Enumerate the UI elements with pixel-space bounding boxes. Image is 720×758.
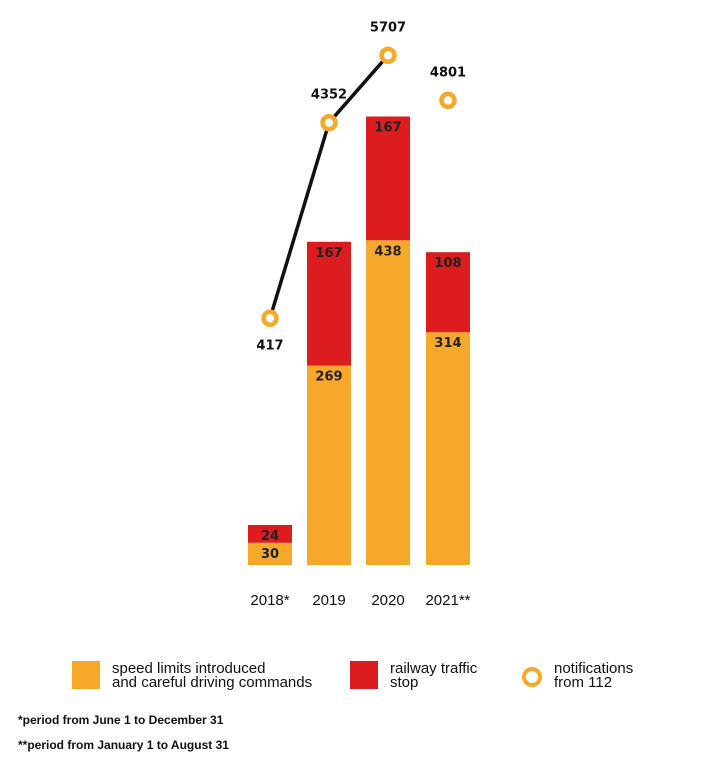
bar-speed-2 <box>366 240 410 565</box>
bar-railway-2 <box>366 116 410 241</box>
x-tick-label-1: 2019 <box>312 592 345 609</box>
bar-railway-0 <box>248 524 292 543</box>
bar-speed-1 <box>307 365 351 565</box>
legend-item-speed-limits: speed limits introduced and careful driv… <box>72 655 342 690</box>
bar-value-label-speed-0: 30 <box>261 547 279 562</box>
bar-value-label-railway-0: 24 <box>261 529 279 544</box>
x-tick-label-3: 2021** <box>425 592 470 609</box>
footnote-2021: **period from January 1 to August 31 <box>18 738 229 752</box>
notification-value-label-3: 4801 <box>430 65 466 80</box>
bar-railway-1 <box>307 241 351 366</box>
legend-label-railway: railway traffic stop <box>390 660 478 691</box>
notification-point-0 <box>261 309 279 328</box>
legend-item-notifications: notifications from 112 <box>522 655 674 690</box>
bar-railway-3 <box>426 252 470 333</box>
legend: speed limits introduced and careful driv… <box>0 655 720 705</box>
bar-speed-3 <box>426 332 470 565</box>
x-tick-label-2: 2020 <box>371 592 404 609</box>
notification-point-3 <box>439 91 457 110</box>
notification-value-label-0: 417 <box>256 338 283 353</box>
bar-value-label-railway-1: 167 <box>315 246 342 261</box>
legend-ring-icon <box>522 667 542 687</box>
x-tick-label-0: 2018* <box>250 592 289 609</box>
bar-value-label-speed-3: 314 <box>434 336 461 351</box>
bar-value-label-railway-2: 167 <box>374 121 401 136</box>
legend-label-notifications: notifications from 112 <box>554 660 634 691</box>
legend-swatch-orange <box>72 661 100 689</box>
footnote-2018: *period from June 1 to December 31 <box>18 713 224 727</box>
notification-value-label-1: 4352 <box>311 88 347 103</box>
bar-value-label-speed-1: 269 <box>315 370 342 385</box>
notification-point-2 <box>379 46 397 65</box>
chart: 30 24 2018* 269 167 2019 438 167 2020 314 108 2021*… <box>248 20 471 609</box>
bar-speed-0 <box>248 542 292 565</box>
legend-label-speed-limits: speed limits introduced and careful driv… <box>112 660 313 691</box>
legend-item-railway: railway traffic stop <box>350 655 510 690</box>
bar-value-label-railway-3: 108 <box>434 256 461 271</box>
notification-point-1 <box>320 113 338 132</box>
bar-value-label-speed-2: 438 <box>374 244 401 259</box>
notification-value-label-2: 5707 <box>370 20 406 35</box>
legend-swatch-red <box>350 661 378 689</box>
